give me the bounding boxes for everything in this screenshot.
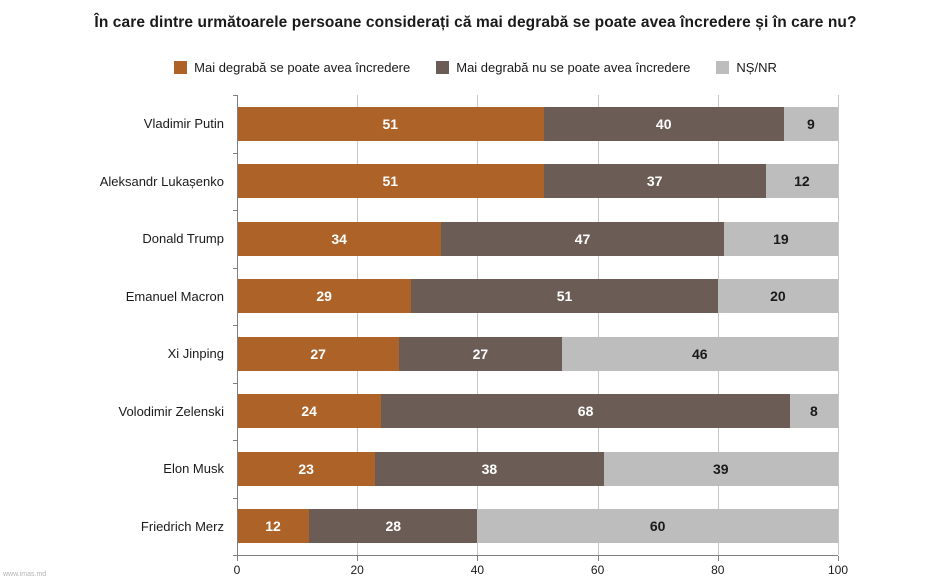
gridline [597, 95, 599, 555]
x-axis-tick-label: 60 [590, 563, 605, 577]
chart-row: Aleksandr Lukașenko 51 37 12 [0, 153, 838, 211]
legend-swatch-icon [716, 61, 730, 74]
bar-segment: 51 [411, 279, 718, 314]
y-axis-tick [233, 440, 238, 441]
legend-swatch-icon [174, 61, 188, 74]
bar-segment: 28 [309, 509, 478, 544]
bar-segment: 60 [477, 509, 838, 544]
x-axis-tick [838, 556, 839, 561]
y-axis-tick [233, 382, 238, 384]
bar-segment: 40 [543, 106, 784, 141]
bar-track: 51 37 12 [237, 164, 838, 199]
gridlines [237, 95, 839, 555]
chart-row: Volodimir Zelenski 24 68 8 [0, 383, 838, 441]
x-axis-tick-label: 100 [827, 563, 849, 577]
bar-track: 12 28 60 [237, 509, 838, 544]
bar-segment: 39 [603, 451, 838, 486]
category-label: Vladimir Putin [143, 116, 224, 132]
chart-rows: Vladimir Putin 51 40 9 Aleksandr Lukașenko 51… [0, 95, 838, 555]
category-label: Xi Jinping [167, 346, 224, 362]
bar-segment: 23 [237, 451, 376, 486]
bar-segment: 37 [543, 164, 766, 199]
gridline [357, 95, 359, 555]
chart-row: Elon Musk 23 38 39 [0, 440, 838, 498]
chart-row: Xi Jinping 27 27 46 [0, 325, 838, 383]
bar-track: 27 27 46 [237, 336, 838, 371]
bar-segment: 29 [237, 279, 412, 314]
category-label: Volodimir Zelenski [118, 403, 225, 419]
bar-segment: 47 [441, 221, 724, 256]
category-label: Aleksandr Lukașenko [99, 173, 224, 189]
legend-item: Mai degrabă nu se poate avea încredere [436, 60, 690, 75]
category-label: Friedrich Merz [140, 518, 224, 534]
x-axis-tick [597, 556, 599, 561]
category-label: Elon Musk [163, 461, 224, 477]
bar-segment: 51 [237, 164, 544, 199]
gridline [838, 95, 839, 555]
y-axis-tick [233, 555, 238, 556]
y-axis-tick [233, 95, 238, 96]
chart-row: Donald Trump 34 47 19 [0, 210, 838, 268]
x-axis-tick-label: 20 [350, 563, 364, 577]
x-axis-tick [477, 556, 479, 561]
legend-label: NȘ/NR [736, 60, 777, 75]
bar-track: 24 68 8 [237, 394, 838, 429]
bar-track: 51 40 9 [237, 106, 838, 141]
x-axis-tick [717, 556, 719, 561]
watermark: www.imas.md [3, 571, 47, 578]
bar-segment: 19 [723, 221, 838, 256]
bar-segment: 27 [399, 336, 562, 371]
bar-segment: 24 [237, 394, 382, 429]
bar-segment: 12 [237, 509, 310, 544]
bar-segment: 8 [789, 394, 838, 429]
x-axis-tick-label: 80 [711, 563, 725, 577]
y-axis-tick [233, 267, 238, 269]
gridline [717, 95, 719, 555]
y-axis-line [233, 95, 238, 556]
chart-row: Vladimir Putin 51 40 9 [0, 95, 838, 153]
y-axis-tick [233, 497, 238, 499]
chart-row: Emanuel Macron 29 51 20 [0, 268, 838, 326]
legend-item: Mai degrabă se poate avea încredere [174, 60, 410, 75]
x-axis: 0 20 40 60 80 100 [233, 555, 848, 579]
bar-segment: 46 [561, 336, 838, 371]
stacked-bar-chart: Vladimir Putin 51 40 9 Aleksandr Lukașenko 51… [0, 95, 951, 580]
bar-track: 23 38 39 [237, 451, 838, 486]
legend-item: NȘ/NR [716, 60, 777, 75]
category-label: Emanuel Macron [125, 288, 224, 304]
bar-segment: 38 [375, 451, 604, 486]
x-axis-tick-label: 40 [470, 563, 485, 577]
y-axis-tick [233, 152, 238, 154]
bar-segment: 27 [237, 336, 400, 371]
y-axis-tick [233, 210, 238, 211]
bar-segment: 9 [783, 106, 838, 141]
bar-segment: 51 [237, 106, 544, 141]
chart-legend: Mai degrabă se poate avea încredere Mai d… [0, 60, 951, 75]
category-label: Donald Trump [142, 231, 224, 247]
bar-segment: 34 [237, 221, 442, 256]
x-axis-tick [357, 556, 359, 561]
y-axis-tick [233, 325, 238, 326]
legend-swatch-icon [436, 61, 450, 74]
bar-segment: 12 [765, 164, 838, 199]
x-axis-tick-label: 0 [233, 563, 241, 577]
legend-label: Mai degrabă se poate avea încredere [194, 60, 411, 75]
legend-label: Mai degrabă nu se poate avea încredere [456, 60, 691, 75]
bar-track: 34 47 19 [237, 221, 838, 256]
chart-title: În care dintre următoarele persoane cons… [94, 14, 857, 31]
gridline [477, 95, 479, 555]
bar-segment: 68 [381, 394, 790, 429]
bar-segment: 20 [717, 279, 838, 314]
chart-row: Friedrich Merz 12 28 60 [0, 498, 838, 556]
x-axis-tick [237, 556, 238, 561]
bar-track: 29 51 20 [237, 279, 838, 314]
